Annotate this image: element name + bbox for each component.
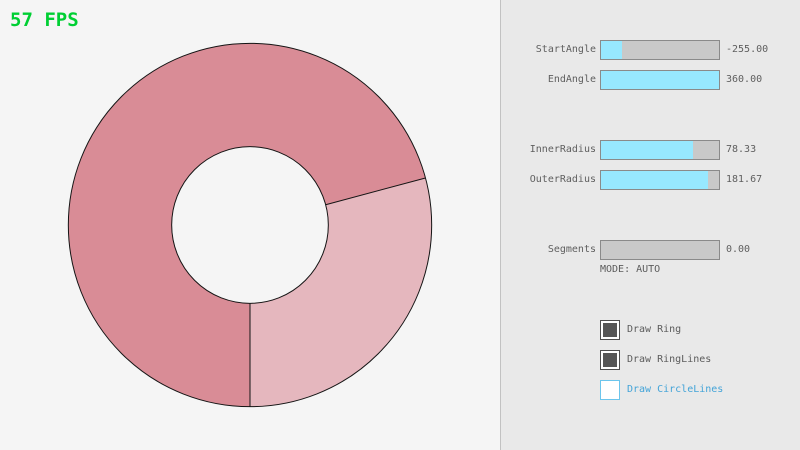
endangle-slider[interactable] bbox=[600, 70, 720, 90]
ring-sector-dark bbox=[68, 43, 426, 407]
draw-ring-label: Draw Ring bbox=[627, 324, 682, 335]
endangle-value: 360.00 bbox=[726, 74, 763, 85]
draw-ringlines-label: Draw RingLines bbox=[627, 354, 712, 365]
startangle-slider-fill bbox=[601, 41, 623, 59]
outerradius-slider[interactable] bbox=[600, 170, 720, 190]
startangle-slider[interactable] bbox=[600, 40, 720, 60]
draw-circlelines-checkbox-box[interactable] bbox=[600, 380, 620, 400]
slider-row-segments: Segments 0.00 bbox=[501, 240, 800, 260]
outerradius-value: 181.67 bbox=[726, 174, 763, 185]
draw-circlelines-label: Draw CircleLines bbox=[627, 384, 724, 395]
slider-row-startangle: StartAngle -255.00 bbox=[501, 40, 800, 60]
checkmark-fill-icon bbox=[603, 323, 617, 337]
startangle-label: StartAngle bbox=[535, 44, 596, 55]
outerradius-slider-fill bbox=[601, 171, 709, 189]
segments-label: Segments bbox=[547, 244, 596, 255]
control-panel: StartAngle -255.00 EndAngle 360.00 Inner… bbox=[500, 0, 800, 450]
slider-row-endangle: EndAngle 360.00 bbox=[501, 70, 800, 90]
checkbox-draw-ring[interactable]: Draw Ring bbox=[600, 320, 681, 340]
ring-boundary-line-start bbox=[325, 177, 426, 206]
endangle-label: EndAngle bbox=[547, 74, 596, 85]
startangle-value: -255.00 bbox=[726, 44, 769, 55]
draw-ringlines-checkbox-box[interactable] bbox=[600, 350, 620, 370]
slider-row-outerradius: OuterRadius 181.67 bbox=[501, 170, 800, 190]
innerradius-label: InnerRadius bbox=[529, 144, 596, 155]
outerradius-label: OuterRadius bbox=[529, 174, 596, 185]
segments-mode-text: MODE: AUTO bbox=[600, 264, 661, 275]
checkmark-fill-icon bbox=[603, 353, 617, 367]
innerradius-value: 78.33 bbox=[726, 144, 757, 155]
ring-inner-outline bbox=[171, 146, 329, 304]
segments-value: 0.00 bbox=[726, 244, 751, 255]
draw-ring-checkbox-box[interactable] bbox=[600, 320, 620, 340]
innerradius-slider[interactable] bbox=[600, 140, 720, 160]
endangle-slider-fill bbox=[601, 71, 719, 89]
fps-counter: 57 FPS bbox=[10, 9, 79, 31]
innerradius-slider-fill bbox=[601, 141, 694, 159]
segments-slider[interactable] bbox=[600, 240, 720, 260]
checkbox-draw-ringlines[interactable]: Draw RingLines bbox=[600, 350, 711, 370]
slider-row-innerradius: InnerRadius 78.33 bbox=[501, 140, 800, 160]
checkbox-draw-circlelines[interactable]: Draw CircleLines bbox=[600, 380, 723, 400]
ring-sector-light bbox=[250, 177, 432, 407]
